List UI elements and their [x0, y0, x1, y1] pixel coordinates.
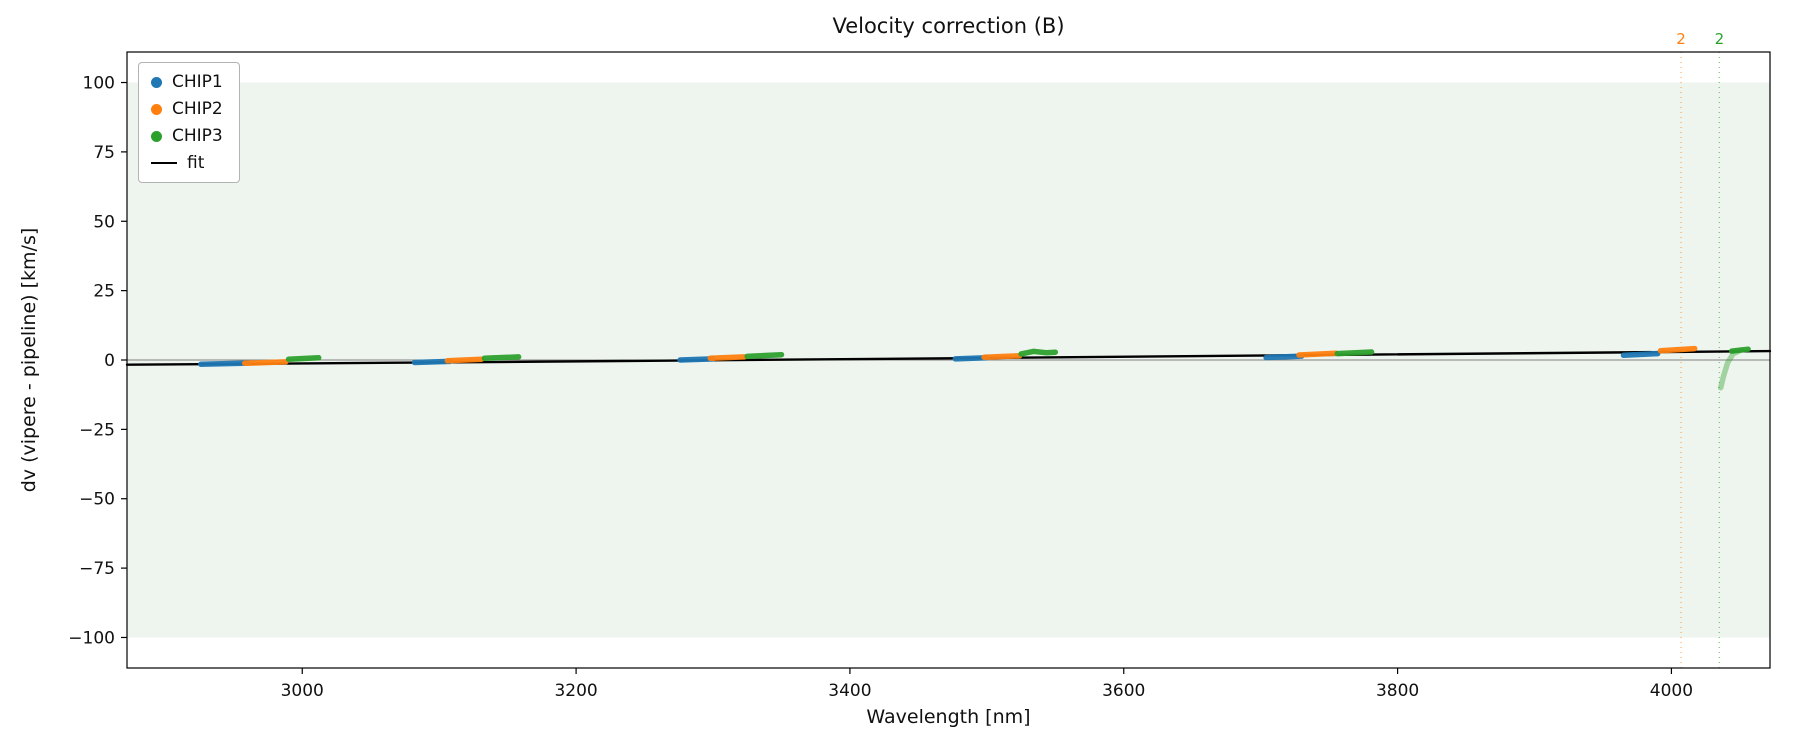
legend: CHIP1 CHIP2 CHIP3 fit [138, 62, 240, 183]
legend-dot-icon [151, 130, 162, 142]
x-axis-label: Wavelength [nm] [866, 706, 1031, 728]
y-tick-label: −25 [79, 420, 115, 440]
legend-dot-icon [151, 103, 162, 115]
y-tick-label: 75 [93, 143, 115, 163]
x-tick-label: 3400 [828, 681, 871, 701]
legend-item-chip2: CHIP2 [151, 99, 223, 119]
y-tick-label: −50 [79, 490, 115, 510]
series-CHIP3 [285, 346, 1751, 391]
legend-label: CHIP2 [172, 99, 223, 119]
x-tick-label: 3000 [281, 681, 324, 701]
y-axis-label: dv (vipere - pipeline) [km/s] [18, 227, 40, 493]
legend-item-chip3: CHIP3 [151, 126, 223, 146]
x-tick-label: 4000 [1650, 681, 1693, 701]
legend-dot-icon [151, 76, 162, 88]
legend-label: fit [187, 153, 205, 173]
y-tick-label: 50 [93, 212, 115, 232]
chart-title: Velocity correction (B) [832, 14, 1065, 38]
legend-label: CHIP3 [172, 126, 223, 146]
vline-label-1: 2 [1715, 30, 1725, 48]
vline-label-0: 2 [1676, 30, 1686, 48]
legend-line-icon [151, 162, 177, 164]
y-tick-label: 100 [83, 74, 115, 94]
x-tick-label: 3200 [554, 681, 597, 701]
legend-item-chip1: CHIP1 [151, 72, 223, 92]
y-tick-label: −75 [79, 559, 115, 579]
legend-label: CHIP1 [172, 72, 223, 92]
y-tick-label: −100 [68, 628, 115, 648]
series-CHIP1 [198, 350, 1661, 367]
x-tick-label: 3600 [1102, 681, 1145, 701]
y-tick-label: 25 [93, 282, 115, 302]
legend-item-fit: fit [151, 153, 223, 173]
y-tick-label: 0 [104, 351, 115, 371]
series-CHIP2 [241, 345, 1698, 367]
x-tick-label: 3800 [1376, 681, 1419, 701]
fit-line [125, 349, 1772, 366]
